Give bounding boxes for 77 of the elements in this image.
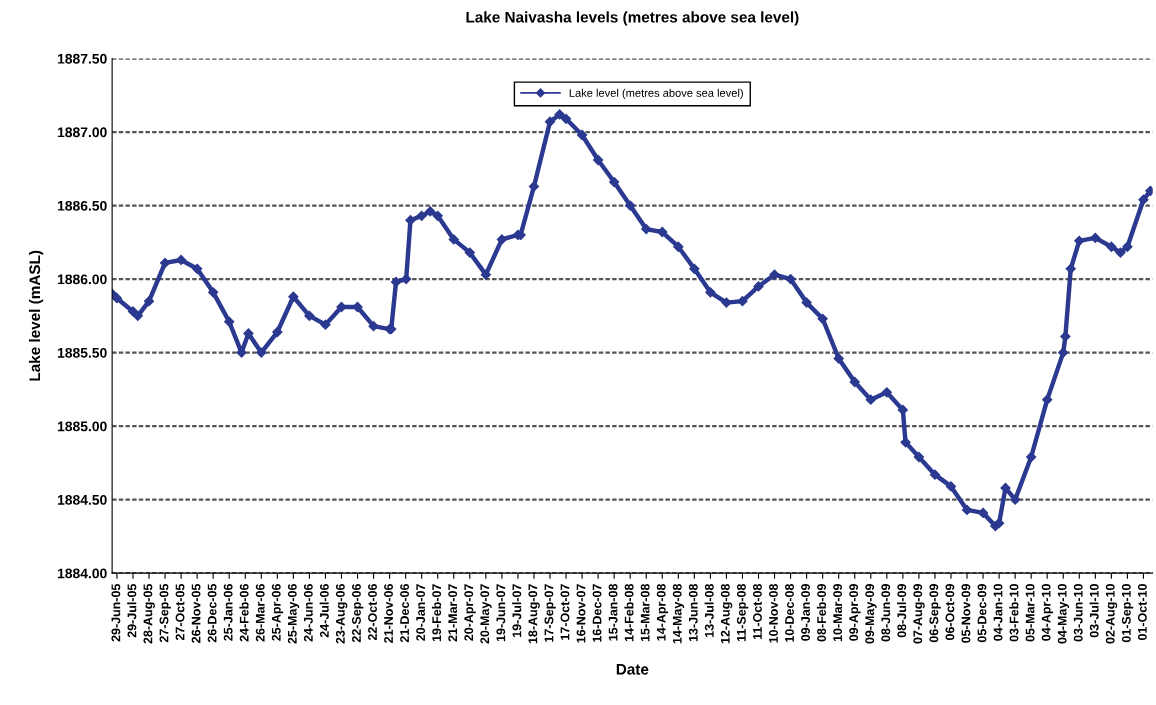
x-tick-label: 19-Feb-07 <box>431 584 442 642</box>
x-tick-label: 26-Mar-06 <box>255 584 265 642</box>
y-tick-label: 1887.50 <box>57 53 107 64</box>
x-tick-label: 22-Sep-06 <box>352 584 364 643</box>
y-tick-label: 1884.50 <box>57 494 107 505</box>
x-tick-label: 06-Sep-09 <box>929 584 941 643</box>
x-tick-label: 11-Oct-08 <box>753 583 762 640</box>
x-tick-label: 17-Oct-07 <box>560 584 570 640</box>
x-tick-label: 04-Apr-10 <box>1041 584 1054 641</box>
x-tick-label: 13-Jun-08 <box>688 583 698 642</box>
x-tick-label: 14-Apr-08 <box>656 583 669 641</box>
x-tick-label: 11-Sep-08 <box>736 583 749 642</box>
x-tick-label: 15-Mar-08 <box>640 583 650 642</box>
x-tick-label: 05-Dec-09 <box>977 584 987 643</box>
x-tick-label: 09-Apr-09 <box>849 584 861 641</box>
x-tick-label: 23-Aug-06 <box>335 584 348 644</box>
y-tick-label: 1886.00 <box>57 274 107 285</box>
x-tick-label: 09-May-09 <box>865 584 877 644</box>
y-axis-title: Lake level (mASL) <box>28 250 44 381</box>
x-tick-label: 04-May-10 <box>1057 584 1070 644</box>
x-tick-label: 15-Jan-08 <box>608 583 618 641</box>
x-tick-label: 09-Jan-09 <box>801 584 810 641</box>
x-tick-label: 06-Oct-09 <box>945 584 955 641</box>
x-tick-label: 24-Jun-06 <box>303 584 313 642</box>
x-tick-label: 21-Dec-06 <box>400 584 409 643</box>
x-tick-label: 08-Jun-09 <box>881 584 891 642</box>
x-tick-label: 08-Feb-09 <box>816 584 827 642</box>
x-tick-label: 29-Jul-05 <box>127 583 137 638</box>
x-tick-label: 25-Jan-06 <box>223 584 233 641</box>
chart-title: Lake Naivasha levels (metres above sea level) <box>466 11 799 26</box>
x-tick-label: 25-Apr-06 <box>271 584 284 641</box>
x-tick-label: 18-Aug-07 <box>528 584 540 644</box>
x-tick-label: 14-May-08 <box>672 583 685 644</box>
x-tick-label: 01-Oct-10 <box>1137 584 1147 641</box>
x-tick-label: 20-Apr-07 <box>464 584 476 641</box>
x-tick-label: 07-Aug-09 <box>913 584 925 644</box>
x-tick-label: 25-May-06 <box>287 584 300 644</box>
x-tick-label: 20-May-07 <box>480 584 492 644</box>
x-tick-label: 10-Nov-08 <box>769 583 778 643</box>
x-tick-label: 21-Nov-06 <box>384 584 393 643</box>
x-tick-label: 13-Jul-08 <box>704 583 714 637</box>
x-tick-label: 27-Oct-05 <box>175 583 185 641</box>
x-tick-label: 26-Dec-05 <box>207 583 217 643</box>
x-tick-label: 10-Mar-09 <box>833 584 843 642</box>
y-tick-label: 1887.00 <box>57 127 107 138</box>
x-axis-title: Date <box>616 664 649 675</box>
x-tick-label: 29-Jun-05 <box>111 583 121 642</box>
y-tick-label: 1885.50 <box>57 347 107 358</box>
x-tick-label: 12-Aug-08 <box>720 583 733 644</box>
x-tick-label: 28-Aug-05 <box>143 583 155 644</box>
x-tick-label: 01-Sep-10 <box>1121 584 1134 643</box>
x-tick-label: 20-Jan-07 <box>416 584 426 641</box>
y-tick-label: 1884.00 <box>57 568 107 579</box>
x-tick-label: 16-Nov-07 <box>576 584 586 643</box>
x-tick-label: 05-Mar-10 <box>1025 584 1035 642</box>
x-tick-label: 03-Jun-10 <box>1073 584 1083 642</box>
x-tick-label: 19-Jun-07 <box>496 584 506 642</box>
x-tick-label: 04-Jan-10 <box>993 584 1003 641</box>
x-tick-label: 08-Jul-09 <box>897 584 907 638</box>
x-tick-label: 14-Feb-08 <box>624 583 634 642</box>
x-tick-label: 22-Oct-06 <box>368 584 377 641</box>
x-tick-label: 02-Aug-10 <box>1105 584 1118 644</box>
x-tick-label: 26-Nov-05 <box>191 583 201 643</box>
x-tick-label: 05-Nov-09 <box>961 584 971 643</box>
x-tick-label: 21-Mar-07 <box>448 584 458 642</box>
x-tick-label: 19-Jul-07 <box>512 584 522 637</box>
x-tick-label: 24-Jul-06 <box>319 584 329 638</box>
x-tick-label: 03-Feb-10 <box>1009 584 1019 642</box>
x-tick-label: 10-Dec-08 <box>785 583 794 642</box>
x-tick-label: 27-Sep-05 <box>159 583 171 643</box>
legend-label: Lake level (metres above sea level) <box>569 88 743 100</box>
y-tick-label: 1885.00 <box>57 421 107 432</box>
x-tick-label: 24-Feb-06 <box>239 584 249 642</box>
x-tick-label: 03-Jul-10 <box>1089 584 1099 638</box>
x-tick-label: 16-Dec-07 <box>592 584 602 642</box>
x-tick-label: 17-Sep-07 <box>544 584 556 642</box>
y-tick-label: 1886.50 <box>57 200 107 211</box>
